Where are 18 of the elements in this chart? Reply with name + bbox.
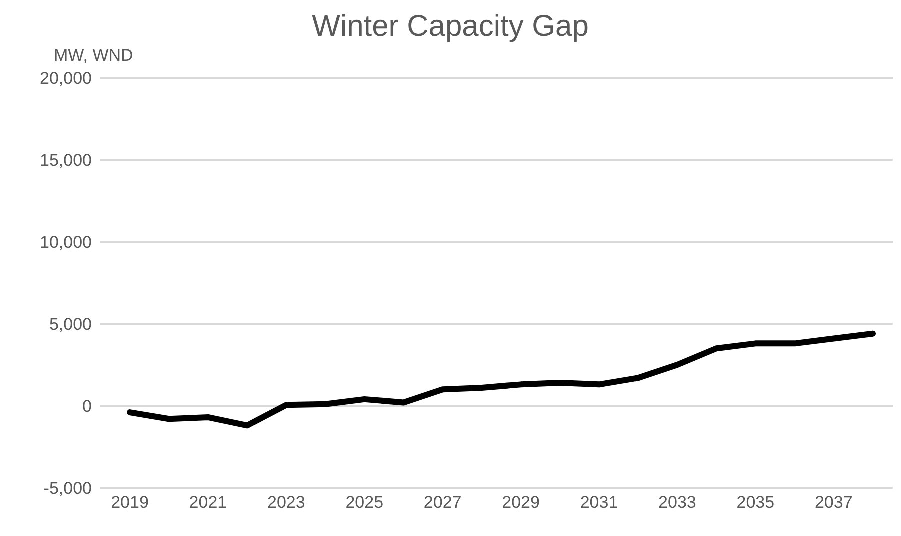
y-tick-label: 15,000 — [40, 151, 92, 170]
chart-title: Winter Capacity Gap — [311, 10, 590, 44]
y-tick-label: 0 — [82, 397, 92, 416]
x-tick-label: 2035 — [736, 493, 775, 512]
x-tick-label: 2019 — [111, 493, 149, 512]
y-tick-label: 5,000 — [49, 315, 92, 334]
x-tick-label: 2025 — [346, 493, 384, 512]
x-tick-label: 2029 — [502, 493, 540, 512]
x-tick-label: 2021 — [189, 493, 228, 512]
y-tick-label: 20,000 — [40, 69, 92, 88]
y-tick-label: 10,000 — [40, 233, 92, 252]
x-tick-label: 2023 — [268, 493, 306, 512]
y-tick-label: -5,000 — [44, 479, 92, 498]
x-tick-label: 2027 — [424, 493, 462, 512]
x-tick-label: 2033 — [658, 493, 696, 512]
y-axis-title: MW, WND — [54, 46, 134, 66]
x-tick-label: 2031 — [580, 493, 618, 512]
x-tick-label: 2037 — [814, 493, 853, 512]
